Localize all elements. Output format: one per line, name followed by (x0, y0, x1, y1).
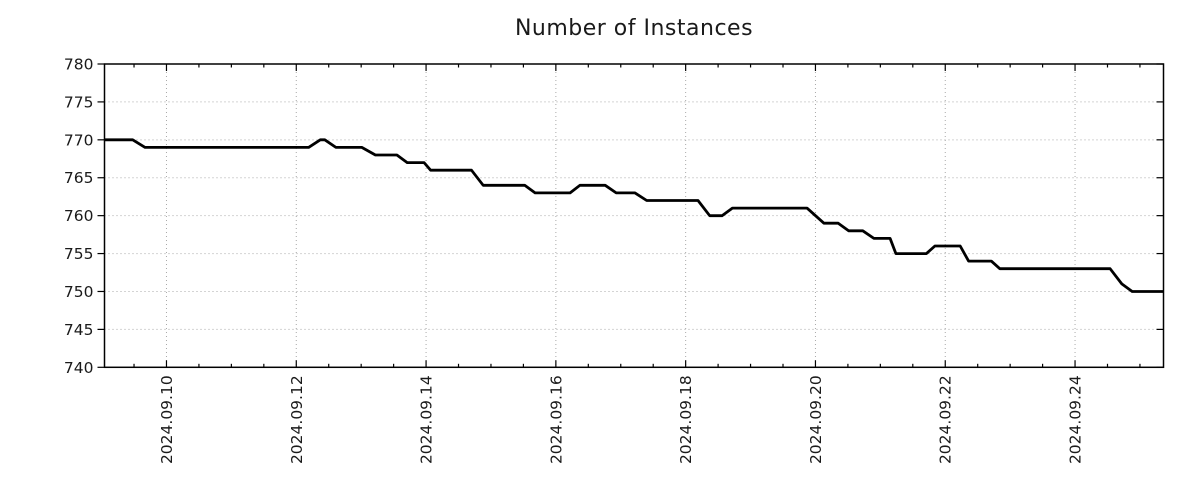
x-tick-label: 2024.09.18 (677, 375, 695, 464)
y-tick-label: 760 (64, 207, 94, 225)
plot-border (103, 63, 1165, 369)
x-tick-label: 2024.09.14 (418, 375, 436, 464)
y-tick-label: 775 (64, 93, 94, 111)
y-tick-label: 770 (64, 131, 94, 149)
data-line (104, 138, 1164, 293)
x-tick-label: 2024.09.16 (547, 375, 565, 464)
y-tick-label: 780 (64, 56, 94, 74)
y-tick-label: 750 (64, 283, 94, 301)
chart-title: Number of Instances (514, 16, 754, 41)
x-tick-label: 2024.09.24 (1067, 375, 1085, 464)
y-tick-label: 765 (64, 169, 94, 187)
x-tick-label: 2024.09.10 (158, 375, 176, 464)
y-tick-label: 740 (64, 359, 94, 377)
x-tick-label: 2024.09.22 (937, 375, 955, 464)
y-tick-label: 745 (64, 321, 94, 339)
x-tick-label: 2024.09.12 (288, 375, 306, 464)
y-tick-label: 755 (64, 245, 94, 263)
x-tick-label: 2024.09.20 (807, 375, 825, 464)
